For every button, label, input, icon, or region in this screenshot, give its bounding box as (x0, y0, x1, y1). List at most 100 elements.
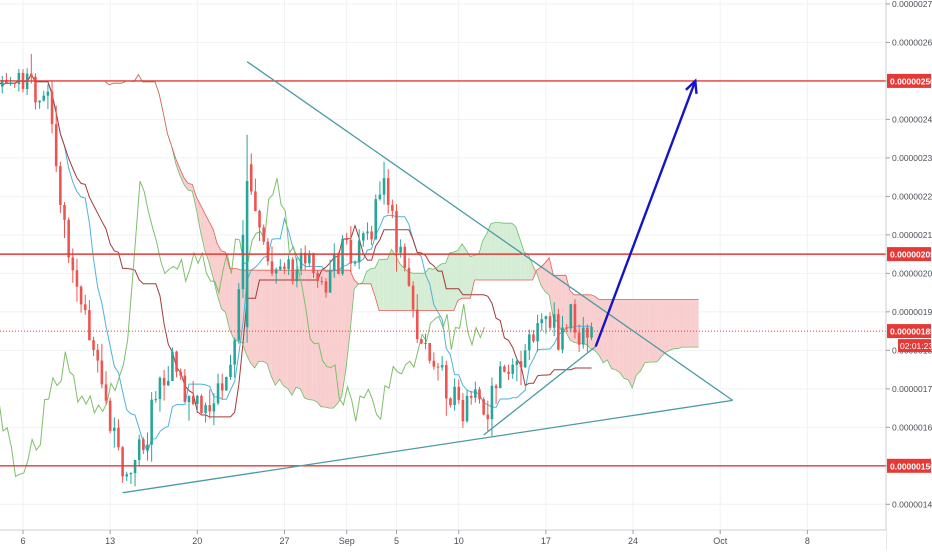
candles (0, 54, 593, 487)
cloud-segment (636, 299, 641, 375)
cloud-segment (565, 275, 570, 341)
time-tick-label: 20 (192, 536, 202, 546)
cloud-segment (470, 255, 475, 299)
candle-body (30, 73, 33, 77)
cloud-segment (511, 223, 516, 280)
cloud-segment (528, 254, 533, 280)
cloud-segment (653, 299, 658, 363)
candle-body (581, 327, 585, 345)
candle-body (478, 389, 481, 400)
base-line (0, 73, 592, 418)
candle-body (341, 239, 344, 274)
candle-body (308, 253, 311, 264)
cloud-segment (677, 299, 682, 349)
cloud-segment (628, 299, 633, 388)
level-price-tag: 0.00000150 (890, 461, 932, 471)
candle-body (229, 364, 232, 378)
cloud-segment (404, 267, 409, 311)
candle-body (83, 304, 87, 311)
candle-body (332, 253, 336, 271)
candle-body (63, 205, 66, 220)
candle-body (395, 210, 398, 253)
candle-body (353, 262, 357, 264)
trendline (122, 399, 733, 494)
candle-body (179, 371, 182, 376)
candle-body (457, 386, 461, 400)
candle-body (113, 427, 116, 431)
candle-body (548, 316, 552, 328)
candle-body (382, 178, 386, 195)
cloud-segment (350, 270, 355, 333)
candle-body (270, 261, 274, 274)
candle-body (71, 257, 75, 271)
candle-body (59, 166, 62, 206)
candle-body (498, 366, 502, 389)
candle-body (490, 385, 494, 420)
candle-body (474, 389, 477, 398)
lagging-span (0, 178, 485, 478)
candle-body (411, 285, 415, 310)
candle-body (428, 342, 431, 361)
candle-body (237, 289, 241, 341)
candle-body (38, 100, 41, 103)
candle-body (324, 281, 328, 293)
cloud-segment (449, 252, 454, 311)
cloud-segment (287, 270, 292, 396)
candle-body (200, 395, 203, 413)
candle-body (544, 316, 548, 320)
time-axis: 6 13 20 27 Sep 5 10 17 24 Oct 8 (0, 529, 886, 550)
candle-body (374, 199, 378, 240)
candle-body (577, 332, 581, 345)
cloud-segment (200, 205, 205, 251)
candle-body (233, 340, 236, 365)
cloud-segment (370, 268, 375, 296)
candle-body (557, 314, 560, 350)
candle-body (503, 366, 506, 372)
trendline (483, 345, 597, 436)
cloud-segment (640, 299, 645, 372)
candle-body (403, 246, 407, 268)
candle-body (241, 234, 245, 290)
candle-body (79, 286, 83, 305)
cloud-segment (673, 299, 678, 349)
candle-body (561, 327, 564, 350)
candle-body (295, 269, 299, 282)
candle-body (453, 386, 456, 406)
cloud-segment (437, 263, 442, 311)
candle-body (511, 364, 514, 374)
candle-body (357, 240, 361, 263)
candle-body (552, 314, 556, 328)
candle-body (216, 383, 220, 404)
candle-body (171, 351, 174, 381)
candle-body (362, 233, 365, 241)
cloud-segment (682, 299, 687, 348)
cloud-segment (611, 299, 616, 370)
cloud-segment (175, 158, 180, 176)
candle-body (328, 270, 332, 293)
candle-body (75, 270, 79, 287)
candle-body (536, 323, 539, 342)
cloud-segment (271, 270, 276, 386)
cloud-segment (275, 270, 280, 386)
cloud-segment (495, 222, 500, 280)
candle-body (108, 400, 112, 431)
candle-body (129, 473, 133, 475)
cloud-segment (507, 223, 512, 280)
candle-body (183, 375, 187, 403)
level-price-tag: 0.00000250 (890, 76, 932, 86)
cloud-segment (196, 197, 201, 232)
cloud-segment (457, 243, 463, 301)
cloud-segment (354, 279, 359, 290)
time-tick-label: 6 (20, 536, 25, 546)
candle-body (440, 365, 444, 368)
candle-body (258, 211, 261, 228)
candle-body (162, 377, 166, 386)
time-axis-bg (0, 530, 886, 550)
